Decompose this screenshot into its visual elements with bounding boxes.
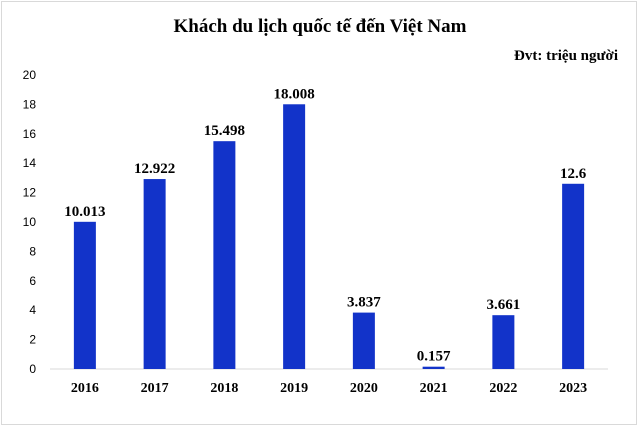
data-label: 18.008 [274,86,315,102]
y-tick-label: 14 [23,156,37,170]
data-label: 15.498 [204,123,245,139]
y-tick-label: 20 [23,68,37,82]
bar [352,312,375,369]
data-label: 3.837 [347,295,381,311]
x-tick-label: 2023 [559,381,587,396]
bar [283,104,306,369]
x-axis: 2016 2017 2018 2019 2020 2021 2022 2023 [50,368,608,396]
x-tick-label: 2018 [210,381,238,396]
y-tick-label: 0 [29,362,36,376]
x-tick-label: 2020 [350,381,378,396]
data-label: 0.157 [417,349,451,365]
x-tick-label: 2016 [71,381,99,396]
data-labels: 10.013 12.922 15.498 18.008 3.837 0.157 3.661 1… [64,86,587,364]
bar [492,315,515,369]
bar [143,179,166,369]
data-label: 10.013 [64,204,105,220]
y-axis: 0 2 4 6 8 10 12 14 16 18 20 [23,68,37,376]
y-tick-label: 18 [23,97,37,111]
unit-label: Đvt: triệu người [514,48,618,64]
chart-title: Khách du lịch quốc tế đến Việt Nam [173,16,467,37]
y-tick-label: 4 [29,303,36,317]
bar [213,141,236,369]
y-tick-label: 16 [23,127,37,141]
bars [73,104,585,369]
y-tick-label: 8 [29,244,36,258]
y-tick-label: 2 [29,333,36,347]
bar [422,366,445,369]
x-tick-label: 2021 [420,381,448,396]
bar [73,221,96,369]
x-tick-label: 2022 [489,381,517,396]
y-tick-label: 12 [23,186,37,200]
bar [562,183,585,369]
data-label: 12.922 [134,161,175,177]
x-tick-label: 2017 [141,381,169,396]
y-tick-label: 10 [23,215,37,229]
data-label: 12.6 [560,166,587,182]
y-tick-label: 6 [29,274,36,288]
data-label: 3.661 [487,297,521,313]
x-tick-label: 2019 [280,381,308,396]
